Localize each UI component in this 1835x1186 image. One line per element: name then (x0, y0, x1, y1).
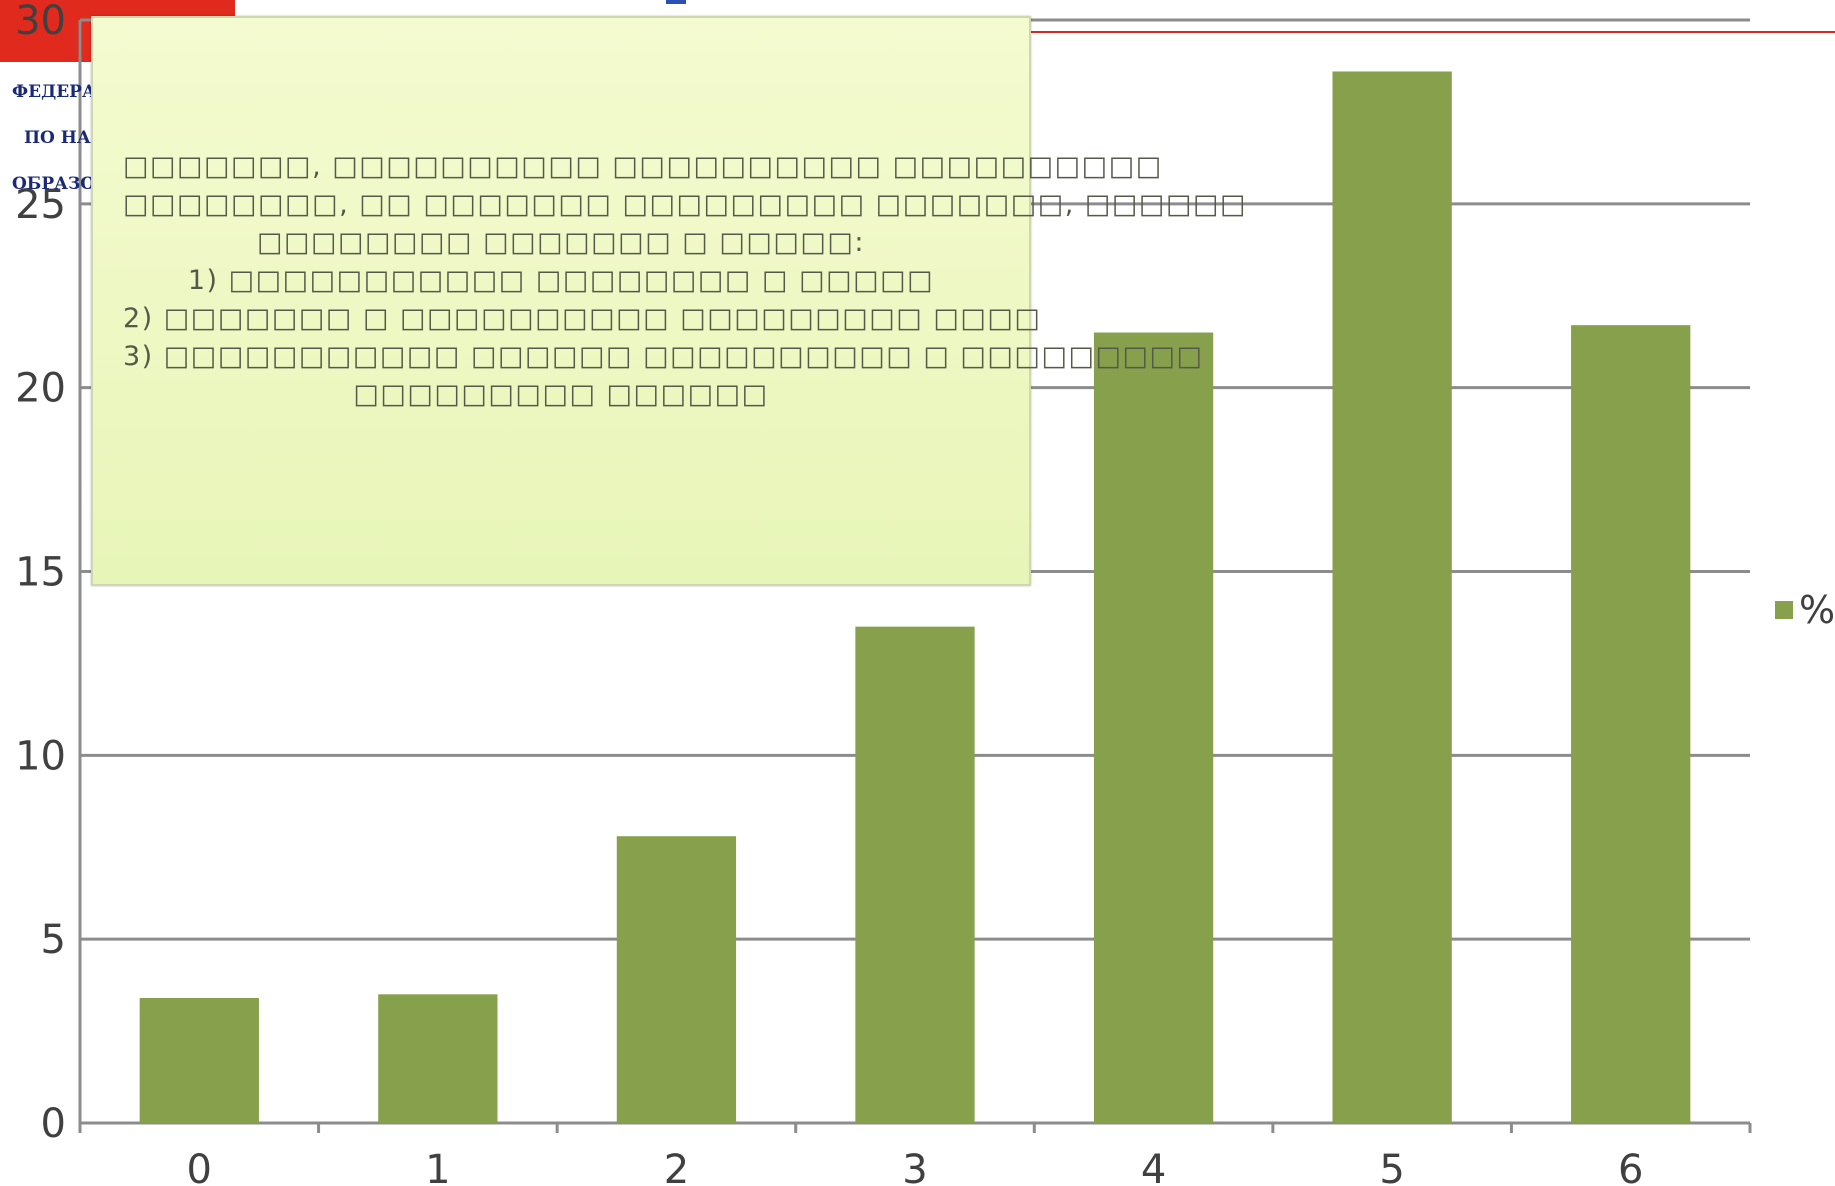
chart-legend: % (1775, 588, 1835, 632)
bar (139, 997, 259, 1123)
overlay-line: □□□□□□□□, □□ □□□□□□□ □□□□□□□□□ □□□□□□□, … (123, 189, 1247, 220)
x-tick-label: 6 (1618, 1147, 1643, 1186)
y-tick-label: 5 (41, 917, 66, 963)
bar (378, 994, 498, 1123)
x-tick-label: 3 (902, 1147, 927, 1186)
x-tick-label: 0 (187, 1147, 212, 1186)
bar (1093, 332, 1214, 1123)
overlay-line: 2) □□□□□□□ □ □□□□□□□□□□ □□□□□□□□□ □□□□ (123, 303, 1042, 334)
x-tick-label: 5 (1379, 1147, 1404, 1186)
legend-label: % (1799, 588, 1835, 632)
bar (1332, 71, 1452, 1123)
x-tick-label: 1 (425, 1147, 450, 1186)
blue-underline-mark (666, 0, 686, 4)
org-name-line-3: ОБРАЗОВ (12, 174, 110, 194)
y-tick-label: 25 (15, 182, 66, 228)
org-name-line-2: ПО НАД (24, 128, 106, 148)
overlay-line: □□□□□□□□ □□□□□□□ □ □□□□□: (256, 227, 866, 258)
bar (855, 626, 975, 1123)
bar (1571, 325, 1691, 1123)
header-red-line (1030, 31, 1835, 33)
y-tick-label: 0 (41, 1101, 66, 1147)
x-tick-label: 2 (664, 1147, 689, 1186)
y-tick-label: 20 (15, 366, 66, 412)
y-tick-label: 15 (15, 550, 66, 596)
overlay-line: 3) □□□□□□□□□□□ □□□□□□ □□□□□□□□□□ □ □□□□□… (123, 341, 1204, 372)
overlay-line: □□□□□□□□□ □□□□□□ (353, 379, 769, 410)
overlay-note-box: □□□□□□□, □□□□□□□□□□ □□□□□□□□□□ □□□□□□□□□… (91, 16, 1247, 586)
overlay-line: □□□□□□□, □□□□□□□□□□ □□□□□□□□□□ □□□□□□□□□… (123, 151, 1163, 182)
y-tick-label: 30 (15, 0, 66, 44)
overlay-note-text: □□□□□□□, □□□□□□□□□□ □□□□□□□□□□ □□□□□□□□□… (123, 148, 1247, 414)
overlay-line: 1) □□□□□□□□□□□ □□□□□□□□ □ □□□□□ (187, 265, 935, 296)
bar (616, 836, 737, 1123)
y-tick-label: 10 (15, 733, 66, 779)
org-name-line-1: ФЕДЕРАЛ (12, 82, 111, 102)
legend-swatch (1775, 601, 1793, 619)
x-tick-label: 4 (1141, 1147, 1166, 1186)
